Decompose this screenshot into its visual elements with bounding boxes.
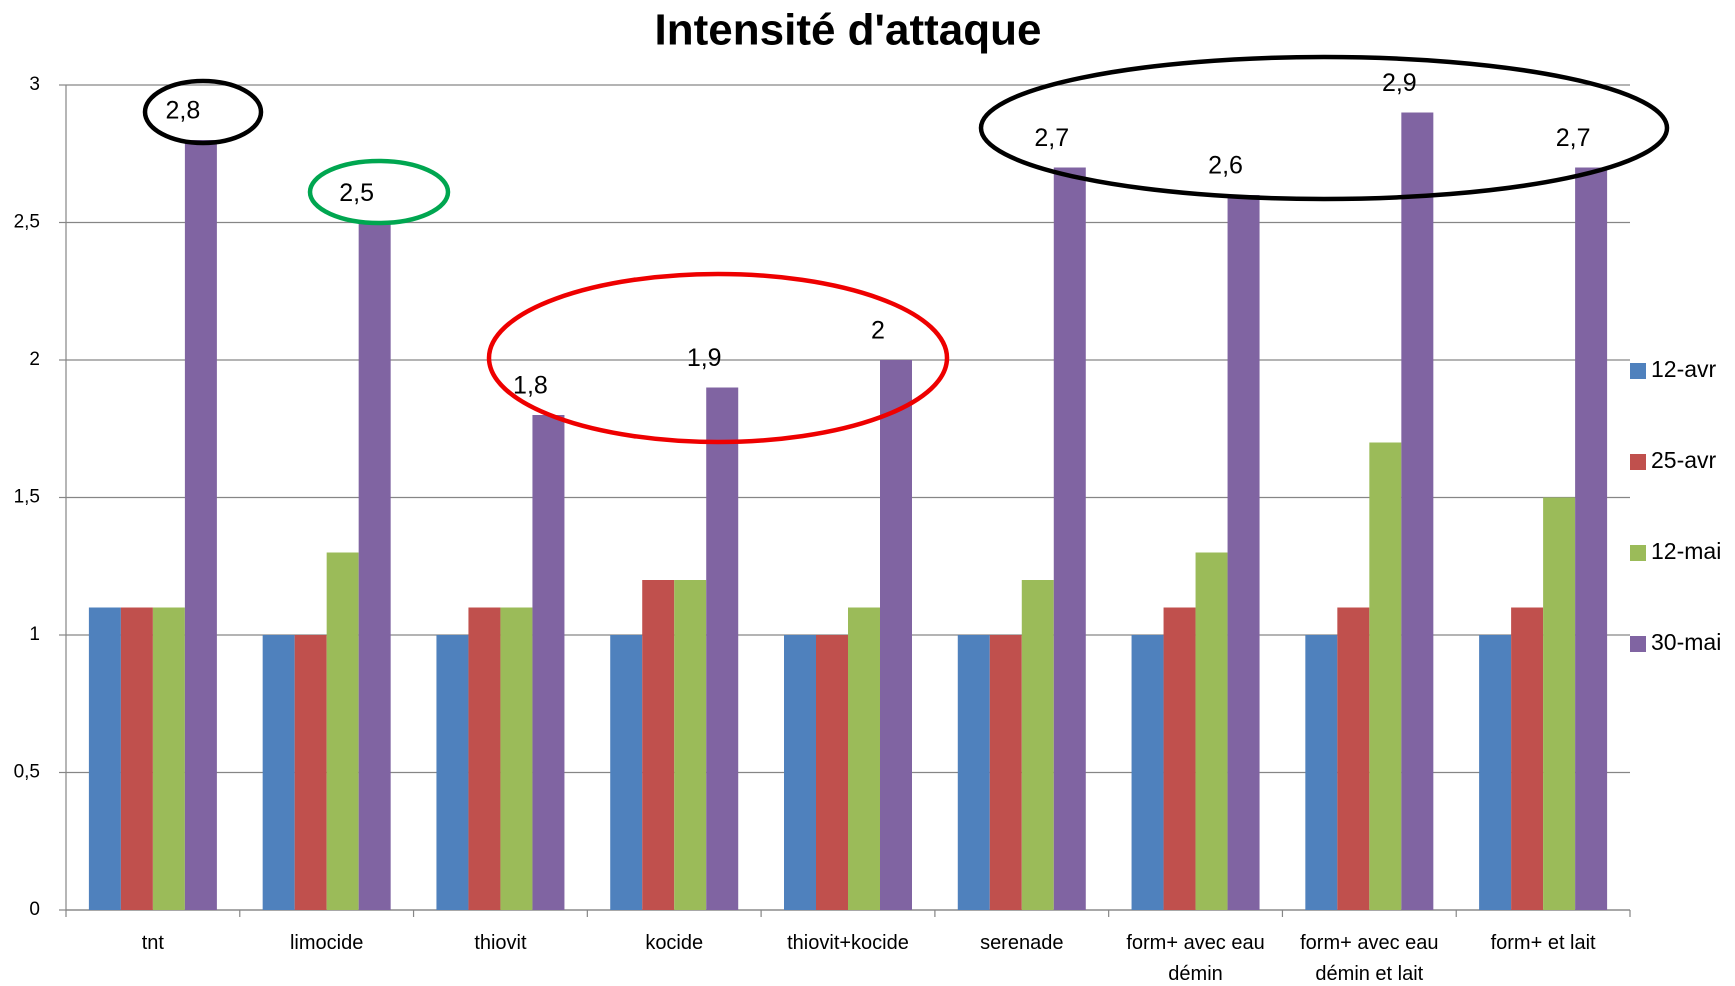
- bar: [674, 580, 707, 910]
- bar: [1305, 635, 1338, 910]
- bar: [816, 635, 848, 910]
- value-label: 2,7: [1556, 124, 1591, 152]
- x-tick-label: kocide: [645, 932, 704, 954]
- x-tick-label: thiovit+kocide: [787, 932, 909, 954]
- x-tick-label: serenade: [980, 932, 1064, 954]
- bar: [784, 635, 816, 910]
- x-tick-label: limocide: [289, 932, 364, 954]
- y-tick-label: 3: [29, 74, 40, 95]
- bar: [706, 387, 739, 910]
- bar: [468, 607, 501, 910]
- bar: [1543, 497, 1576, 910]
- annotation-ellipse: [307, 158, 451, 226]
- y-tick-label: 2: [29, 349, 40, 370]
- bar: [1227, 195, 1260, 910]
- legend-label: 25-avr: [1651, 447, 1717, 473]
- bar: [1195, 552, 1228, 910]
- value-label: 2: [871, 317, 885, 345]
- bar: [1163, 607, 1196, 910]
- bar: [1131, 635, 1164, 910]
- bar: [184, 140, 217, 910]
- bar: [957, 635, 990, 910]
- bar: [120, 607, 153, 910]
- y-tick-label: 0,5: [14, 762, 40, 783]
- bar: [294, 635, 327, 910]
- legend-swatch: [1630, 363, 1646, 379]
- x-tick-label: tnt: [141, 932, 164, 954]
- bar: [1479, 635, 1512, 910]
- bar: [1053, 167, 1086, 910]
- x-tick-label: form+ avec eau démin et lait: [1300, 932, 1439, 985]
- bar: [500, 607, 533, 910]
- value-label: 2,5: [339, 179, 374, 207]
- y-tick-label: 0: [29, 899, 40, 920]
- bar: [848, 607, 880, 910]
- bar: [532, 415, 565, 910]
- bar: [436, 635, 469, 910]
- annotation-ellipse: [978, 54, 1670, 202]
- bar: [152, 607, 185, 910]
- bar: [262, 635, 295, 910]
- chart-title: Intensité d'attaque: [655, 6, 1042, 55]
- bar: [1337, 607, 1370, 910]
- bar: [1369, 442, 1402, 910]
- value-label: 2,6: [1208, 152, 1243, 180]
- legend-swatch: [1630, 636, 1646, 652]
- value-label: 1,8: [513, 372, 548, 400]
- bar: [358, 222, 391, 910]
- legend-label: 30-mai: [1651, 629, 1721, 655]
- bar: [326, 552, 359, 910]
- y-tick-label: 1: [29, 624, 40, 645]
- x-tick-label: form+ et lait: [1490, 932, 1596, 954]
- x-tick-label: form+ avec eau démin: [1126, 932, 1265, 985]
- value-label: 2,9: [1382, 69, 1417, 97]
- value-label: 1,9: [687, 344, 722, 372]
- bar: [1575, 167, 1608, 910]
- legend-swatch: [1630, 545, 1646, 561]
- y-tick-label: 1,5: [14, 487, 40, 508]
- annotation-ellipse: [486, 271, 950, 445]
- value-label: 2,7: [1034, 124, 1069, 152]
- bar: [88, 607, 121, 910]
- bar: [610, 635, 643, 910]
- bar: [1021, 580, 1054, 910]
- bar: [989, 635, 1022, 910]
- legend-swatch: [1630, 454, 1646, 470]
- x-tick-label: thiovit: [474, 932, 527, 954]
- bar: [1511, 607, 1544, 910]
- annotation-ellipse: [142, 78, 264, 146]
- bar: [1401, 112, 1434, 910]
- legend-label: 12-mai: [1651, 538, 1721, 564]
- legend-label: 12-avr: [1651, 356, 1717, 382]
- bar: [642, 580, 675, 910]
- value-label: 2,8: [166, 97, 201, 125]
- bar: [880, 360, 912, 910]
- y-tick-label: 2,5: [14, 212, 40, 233]
